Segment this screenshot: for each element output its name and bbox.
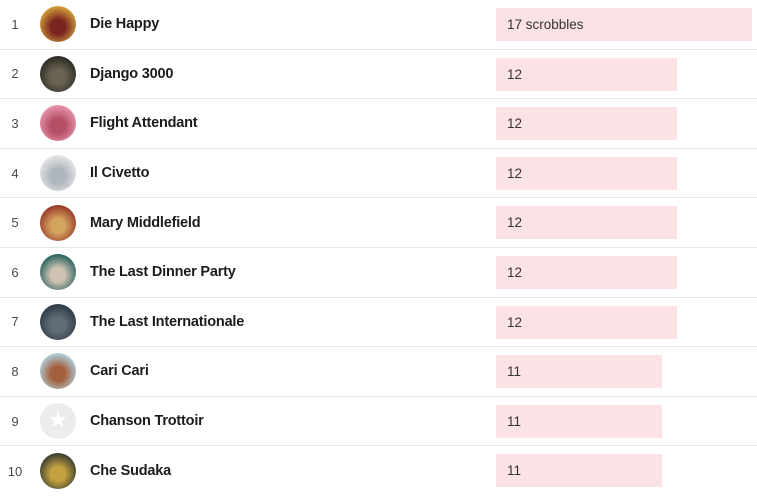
scrobble-bar[interactable]: 11	[496, 355, 662, 389]
chart-row: 5 ★ Mary Middlefield 12	[0, 198, 757, 248]
artist-name[interactable]: Che Sudaka	[90, 463, 171, 480]
rank-number: 10	[7, 463, 23, 479]
rank-number: 2	[11, 66, 19, 82]
chart-row: 8 ★ Cari Cari 11	[0, 347, 757, 397]
scrobble-bar[interactable]: 12	[496, 305, 677, 339]
artist-avatar[interactable]: ★	[40, 55, 76, 92]
scrobble-count-label: 12	[507, 66, 523, 82]
rank-number: 1	[11, 16, 19, 32]
scrobble-count-label: 11	[507, 413, 522, 429]
bar-area: 11	[496, 454, 752, 488]
scrobble-count-label: 12	[507, 215, 523, 231]
chart-row: 7 ★ The Last Internationale 12	[0, 298, 757, 348]
star-icon: ★	[48, 407, 68, 433]
bar-area: 12	[496, 107, 752, 141]
rank-number: 8	[11, 363, 19, 379]
scrobble-bar[interactable]: 12	[496, 156, 677, 190]
scrobble-bar[interactable]: 12	[496, 255, 677, 289]
artist-avatar[interactable]: ★	[40, 303, 76, 340]
artist-name[interactable]: Die Happy	[90, 16, 160, 33]
rank-number: 3	[11, 115, 19, 131]
scrobble-bar[interactable]: 11	[496, 404, 662, 438]
chart-row: 4 ★ Il Civetto 12	[0, 149, 757, 199]
chart-row: 10 ★ Che Sudaka 11	[0, 446, 757, 496]
artist-avatar[interactable]: ★	[40, 6, 76, 43]
artist-name[interactable]: Il Civetto	[90, 165, 150, 182]
artist-avatar[interactable]: ★	[40, 204, 76, 241]
artist-avatar[interactable]: ★	[40, 403, 76, 440]
chart-row: 2 ★ Django 3000 12	[0, 50, 757, 100]
bar-area: 12	[496, 57, 752, 91]
scrobble-count-label: 12	[507, 314, 523, 330]
chart-row: 9 ★ Chanson Trottoir 11	[0, 397, 757, 447]
artist-name[interactable]: Chanson Trottoir	[90, 413, 204, 430]
rank-number: 9	[11, 413, 19, 429]
artist-avatar[interactable]: ★	[40, 105, 76, 142]
artist-avatar[interactable]: ★	[40, 155, 76, 192]
artist-name[interactable]: Mary Middlefield	[90, 214, 201, 231]
rank-number: 4	[11, 165, 19, 181]
artist-name[interactable]: The Last Internationale	[90, 313, 245, 330]
bar-area: 12	[496, 305, 752, 339]
artist-name[interactable]: Cari Cari	[90, 363, 149, 380]
bar-area: 12	[496, 156, 752, 190]
chart-row: 6 ★ The Last Dinner Party 12	[0, 248, 757, 298]
rank-number: 7	[11, 314, 19, 330]
scrobble-count-label: 17 scrobbles	[507, 17, 584, 32]
chart-row: 3 ★ Flight Attendant 12	[0, 99, 757, 149]
scrobble-bar[interactable]: 12	[496, 57, 677, 91]
chart-row: 1 ★ Die Happy 17 scrobbles	[0, 0, 757, 50]
scrobble-count-label: 12	[507, 264, 523, 280]
bar-area: 17 scrobbles	[496, 8, 752, 41]
scrobble-count-label: 12	[507, 165, 523, 181]
scrobble-count-label: 11	[507, 364, 522, 380]
rank-number: 5	[11, 215, 19, 231]
bar-area: 12	[496, 255, 752, 289]
artist-name[interactable]: Django 3000	[90, 65, 174, 82]
scrobble-count-label: 12	[507, 116, 523, 132]
rank-number: 6	[11, 264, 19, 280]
artist-name[interactable]: Flight Attendant	[90, 115, 198, 132]
artist-avatar[interactable]: ★	[40, 453, 76, 490]
bar-area: 11	[496, 404, 752, 438]
artist-avatar[interactable]: ★	[40, 353, 76, 390]
scrobble-bar[interactable]: 12	[496, 206, 677, 240]
scrobble-bar[interactable]: 11	[496, 454, 662, 488]
artist-name[interactable]: The Last Dinner Party	[90, 264, 236, 281]
bar-area: 12	[496, 206, 752, 240]
scrobble-bar[interactable]: 17 scrobbles	[496, 8, 752, 41]
bar-area: 11	[496, 355, 752, 389]
artist-avatar[interactable]: ★	[40, 254, 76, 291]
scrobble-count-label: 11	[507, 463, 522, 479]
scrobble-bar[interactable]: 12	[496, 107, 677, 141]
